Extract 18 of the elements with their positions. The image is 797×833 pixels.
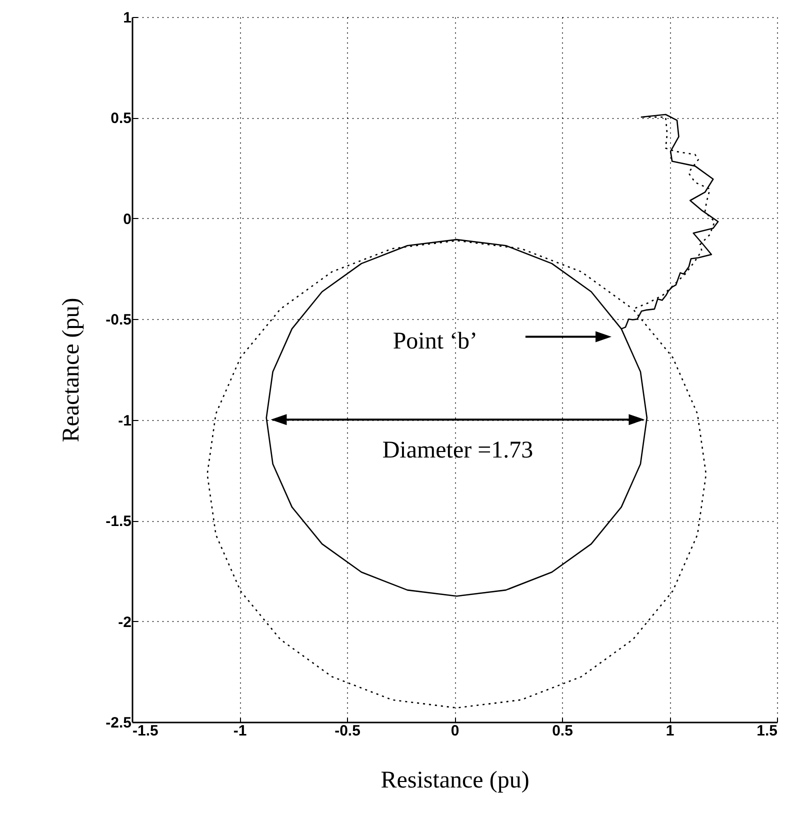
x-tick-label: 0.5	[552, 722, 573, 740]
x-tick-label: 0	[450, 722, 460, 740]
x-tick-label: -0.5	[334, 722, 360, 740]
x-tick-label: -1	[233, 722, 247, 740]
annotation: Diameter =1.73	[382, 438, 534, 464]
x-tick-label: 1	[666, 722, 674, 740]
y-tick-label: 0.5	[110, 110, 132, 128]
y-tick-label: -2.5	[106, 714, 132, 732]
y-axis-title: Reactance (pu)	[58, 298, 85, 442]
annotation: Point ‘b’	[392, 328, 478, 354]
y-tick-label: -1	[118, 412, 132, 430]
x-tick-label: 1.5	[756, 722, 778, 740]
x-axis-title: Resistance (pu)	[380, 768, 530, 794]
y-tick-label: 0	[123, 210, 132, 228]
y-tick-label: -1.5	[106, 513, 132, 530]
y-tick-label: -0.5	[106, 312, 132, 329]
y-tick-label: -2	[118, 614, 132, 631]
y-tick-label: 1	[123, 10, 132, 26]
